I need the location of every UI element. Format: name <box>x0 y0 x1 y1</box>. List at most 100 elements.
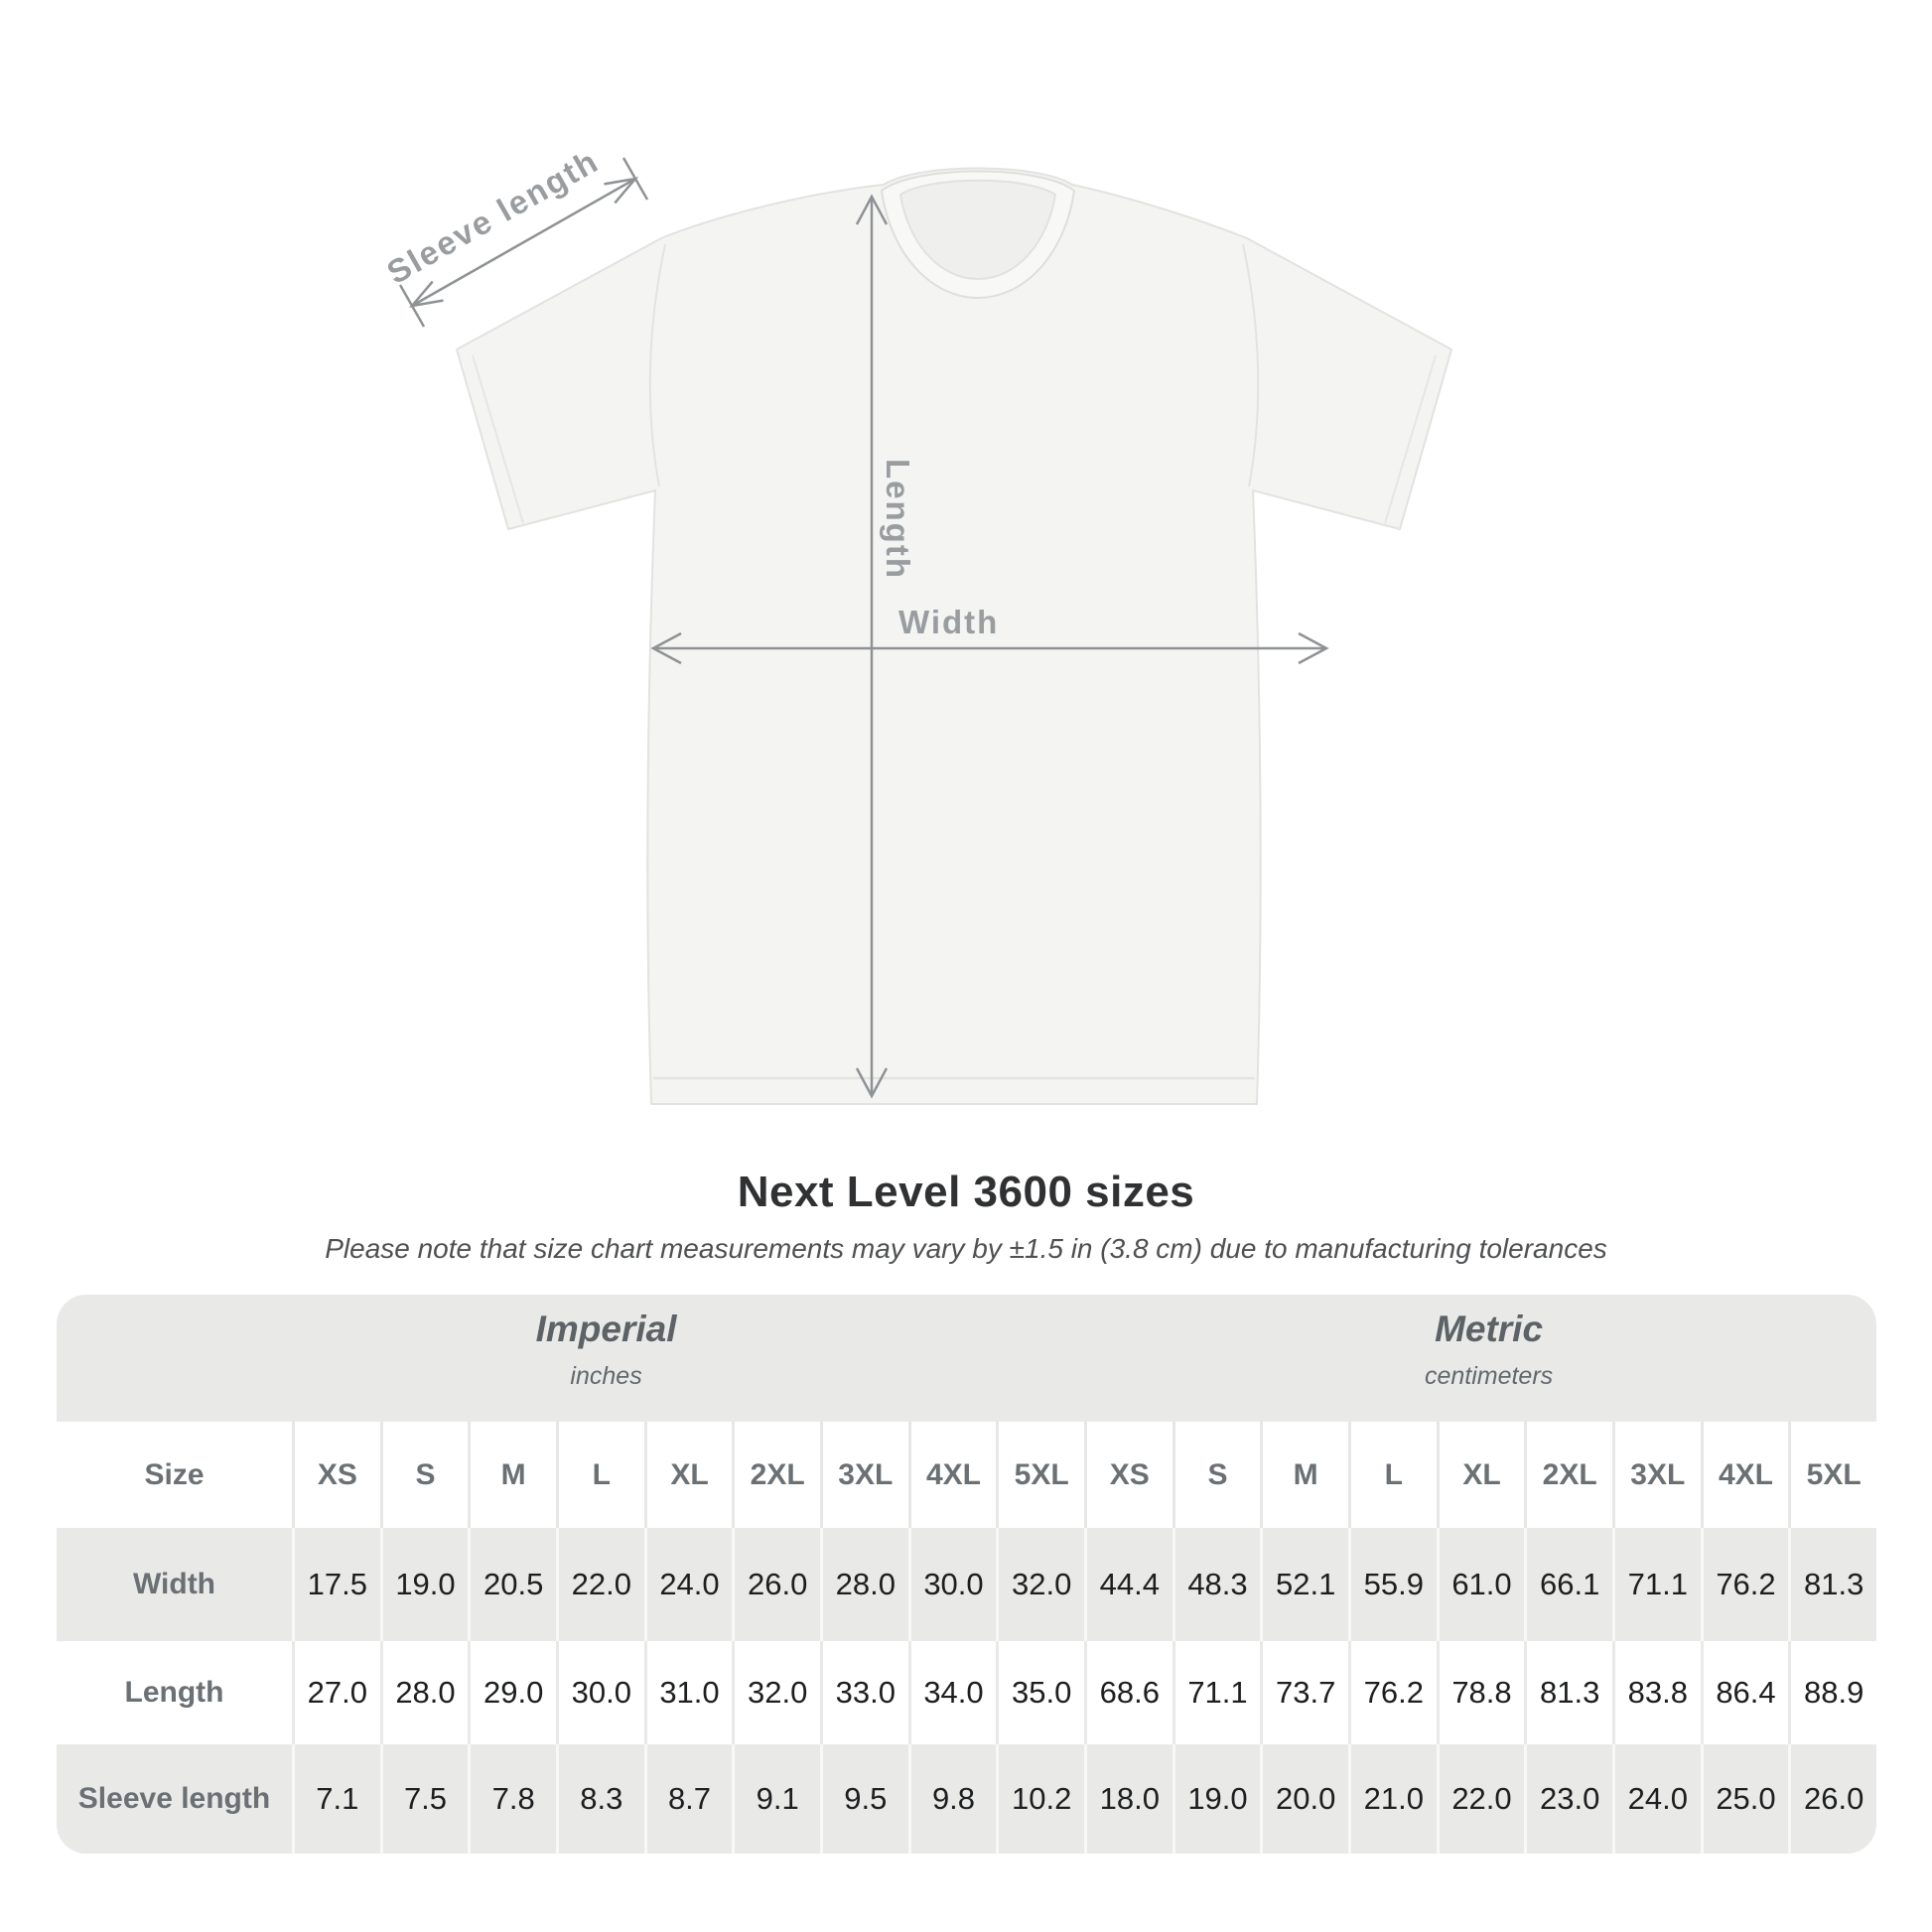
length-row: Length 27.0 28.0 29.0 30.0 31.0 32.0 33.… <box>57 1641 1876 1744</box>
left-sleeve-seam <box>648 243 666 487</box>
size-header: M <box>468 1422 556 1528</box>
length-label: Length <box>880 459 916 580</box>
unit-group-unit: inches <box>570 1362 642 1390</box>
size-header: L <box>1347 1422 1437 1528</box>
left-sleeve-hem-stitch <box>472 354 524 524</box>
unit-groups-band: Imperial inches Metric centimeters <box>57 1295 1876 1422</box>
value-cell: 22.0 <box>555 1528 644 1641</box>
value-cell: 24.0 <box>643 1528 733 1641</box>
size-header: XS <box>1083 1422 1173 1528</box>
value-cell: 9.5 <box>819 1744 908 1854</box>
value-cell: 31.0 <box>643 1641 733 1744</box>
value-cell: 81.3 <box>1524 1641 1612 1744</box>
size-header: 2XL <box>1524 1422 1612 1528</box>
value-cell: 21.0 <box>1347 1744 1437 1854</box>
size-col-header: Size <box>144 1457 205 1491</box>
size-header: L <box>555 1422 644 1528</box>
right-sleeve-hem-stitch <box>1384 354 1437 524</box>
tshirt-measurement-diagram: Length Width Sleeve length <box>380 142 1452 1105</box>
value-cell: 71.1 <box>1172 1641 1261 1744</box>
value-cell: 7.1 <box>292 1744 380 1854</box>
value-cell: 19.0 <box>379 1528 469 1641</box>
value-cell: 48.3 <box>1172 1528 1261 1641</box>
value-cell: 52.1 <box>1260 1528 1348 1641</box>
value-cell: 27.0 <box>292 1641 380 1744</box>
value-cell: 71.1 <box>1611 1528 1701 1641</box>
size-header: XL <box>643 1422 733 1528</box>
length-dimension-arrow <box>855 194 889 1099</box>
value-cell: 9.8 <box>907 1744 997 1854</box>
value-cell: 30.0 <box>555 1641 644 1744</box>
row-label: Sleeve length <box>77 1782 271 1815</box>
size-chart-table: Imperial inches Metric centimeters Size … <box>57 1295 1876 1854</box>
value-cell: 44.4 <box>1083 1528 1173 1641</box>
value-cell: 28.0 <box>379 1641 469 1744</box>
width-dimension-arrow <box>650 631 1329 665</box>
value-cell: 35.0 <box>996 1641 1084 1744</box>
size-header: 5XL <box>1788 1422 1876 1528</box>
value-cell: 10.2 <box>996 1744 1084 1854</box>
value-cell: 8.7 <box>643 1744 733 1854</box>
value-cell: 32.0 <box>732 1641 820 1744</box>
tolerance-note: Please note that size chart measurements… <box>325 1233 1607 1264</box>
value-cell: 24.0 <box>1611 1744 1701 1854</box>
unit-group-imperial: Imperial inches <box>536 1309 677 1391</box>
value-cell: 25.0 <box>1700 1744 1789 1854</box>
tshirt-diagram-svg: Length Width Sleeve length <box>380 142 1452 1105</box>
page-title: Next Level 3600 sizes <box>737 1168 1195 1216</box>
value-cell: 26.0 <box>1788 1744 1876 1854</box>
unit-group-unit: centimeters <box>1424 1362 1554 1390</box>
width-row: Width 17.5 19.0 20.5 22.0 24.0 26.0 28.0… <box>57 1528 1876 1641</box>
unit-group-metric: Metric centimeters <box>1425 1309 1553 1391</box>
size-header: S <box>1172 1422 1261 1528</box>
size-header-row: Size XS S M L XL 2XL 3XL 4XL 5XL XS S M … <box>57 1422 1876 1528</box>
value-cell: 28.0 <box>819 1528 908 1641</box>
width-label: Width <box>898 604 999 640</box>
value-cell: 20.5 <box>468 1528 556 1641</box>
value-cell: 73.7 <box>1260 1641 1348 1744</box>
unit-group-name: Metric <box>1435 1309 1544 1349</box>
value-cell: 17.5 <box>292 1528 380 1641</box>
size-header: 3XL <box>1611 1422 1701 1528</box>
value-cell: 81.3 <box>1788 1528 1876 1641</box>
value-cell: 23.0 <box>1524 1744 1612 1854</box>
value-cell: 19.0 <box>1172 1744 1261 1854</box>
value-cell: 55.9 <box>1347 1528 1437 1641</box>
value-cell: 30.0 <box>907 1528 997 1641</box>
size-header: S <box>379 1422 469 1528</box>
value-cell: 68.6 <box>1083 1641 1173 1744</box>
right-sleeve-seam <box>1242 243 1260 487</box>
row-label: Length <box>124 1676 224 1709</box>
collar-opening <box>898 179 1057 281</box>
value-cell: 78.8 <box>1436 1641 1525 1744</box>
value-cell: 22.0 <box>1436 1744 1525 1854</box>
tshirt-body <box>456 167 1452 1105</box>
value-cell: 18.0 <box>1083 1744 1173 1854</box>
value-cell: 83.8 <box>1611 1641 1701 1744</box>
size-header: XL <box>1436 1422 1525 1528</box>
row-label: Width <box>132 1568 216 1600</box>
value-cell: 61.0 <box>1436 1528 1525 1641</box>
value-cell: 34.0 <box>907 1641 997 1744</box>
value-cell: 7.8 <box>468 1744 556 1854</box>
sleeve-length-row: Sleeve length 7.1 7.5 7.8 8.3 8.7 9.1 9.… <box>57 1744 1876 1854</box>
value-cell: 86.4 <box>1700 1641 1789 1744</box>
unit-group-name: Imperial <box>535 1309 677 1349</box>
value-cell: 33.0 <box>819 1641 908 1744</box>
value-cell: 26.0 <box>732 1528 820 1641</box>
size-header: XS <box>292 1422 380 1528</box>
value-cell: 76.2 <box>1700 1528 1789 1641</box>
value-cell: 9.1 <box>732 1744 820 1854</box>
size-header: 3XL <box>819 1422 908 1528</box>
size-header: 5XL <box>996 1422 1084 1528</box>
value-cell: 32.0 <box>996 1528 1084 1641</box>
value-cell: 29.0 <box>468 1641 556 1744</box>
value-cell: 8.3 <box>555 1744 644 1854</box>
value-cell: 66.1 <box>1524 1528 1612 1641</box>
size-header: 4XL <box>907 1422 997 1528</box>
value-cell: 7.5 <box>379 1744 469 1854</box>
size-header: M <box>1260 1422 1348 1528</box>
value-cell: 88.9 <box>1788 1641 1876 1744</box>
value-cell: 76.2 <box>1347 1641 1437 1744</box>
size-header: 4XL <box>1700 1422 1789 1528</box>
